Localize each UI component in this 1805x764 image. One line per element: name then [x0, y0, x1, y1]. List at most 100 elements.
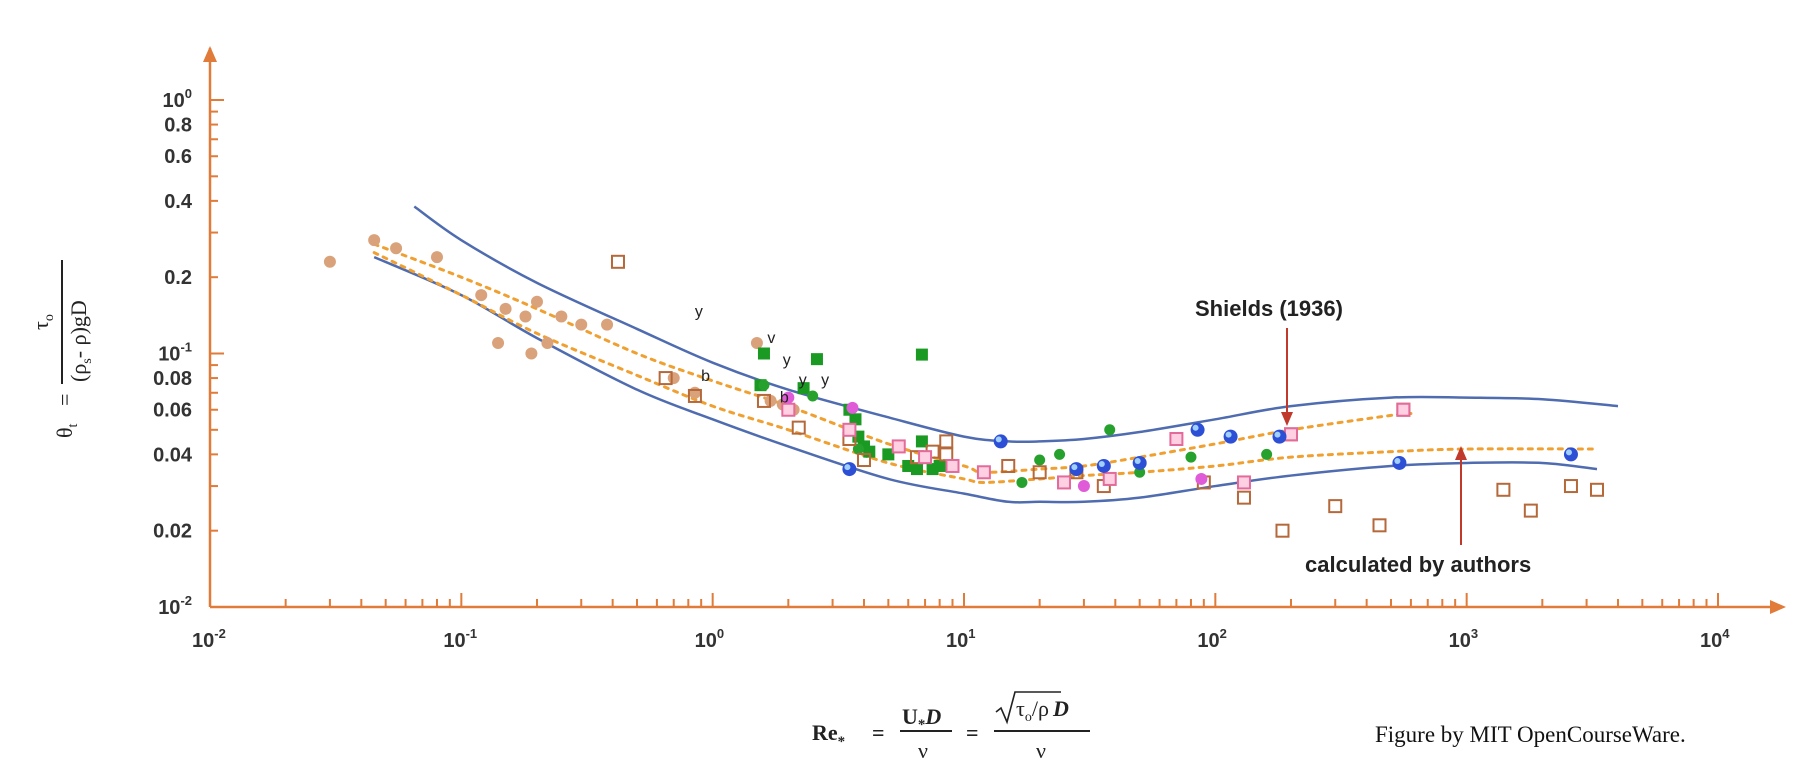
x-label-nu2: ν — [1036, 738, 1046, 763]
shields-arrow-head — [1281, 412, 1293, 426]
data-point-pink-square — [1102, 471, 1117, 486]
data-point-pink-square — [1396, 402, 1411, 417]
data-point-tan-dot — [541, 337, 554, 350]
svg-text:(ρs- ρ)gD: (ρs- ρ)gD — [66, 300, 95, 382]
x-label-nu1: ν — [918, 738, 928, 763]
y-label-theta-sub: t — [66, 423, 81, 427]
data-point-tan-dot — [430, 251, 443, 264]
shields-label: Shields (1936) — [1195, 296, 1343, 321]
data-point-green-square — [849, 413, 862, 426]
data-point-open-square — [1563, 479, 1578, 494]
x-tick-label: 10-2 — [192, 626, 226, 652]
data-point-pink-square — [976, 465, 991, 480]
axes: 10-2 10-1 100 101 102 103 104 100 0.8 0.6 0.4 0.2 10… — [153, 46, 1786, 652]
x-axis-arrow-icon — [1770, 600, 1786, 614]
point-letter-label: b — [780, 390, 789, 407]
data-point-tan-dot — [601, 318, 614, 331]
x-label-rho: /ρ — [1032, 696, 1049, 721]
data-point-tan-dot — [390, 242, 403, 255]
y-tick-label: 0.08 — [153, 368, 192, 390]
data-point-tan-dot — [323, 255, 336, 268]
fit-lower-dashed-curve — [372, 251, 1599, 484]
svg-text:θt: θt — [52, 423, 81, 438]
data-point-green-dot — [1104, 424, 1116, 436]
data-point-green-dot — [758, 379, 770, 391]
y-axis-label: θt = τo (ρs- ρ)gD — [28, 260, 95, 438]
svg-text:U*D: U*D — [902, 704, 941, 733]
data-point-green-dot — [1034, 454, 1046, 466]
x-tick-label: 103 — [1449, 626, 1478, 652]
data-point-open-square — [1372, 518, 1387, 533]
data-point-open-square — [1496, 482, 1511, 497]
x-label-d2: D — [1052, 696, 1069, 721]
data-point-blue-dot-highlight — [844, 464, 851, 471]
y-tick-label: 100 — [163, 86, 192, 112]
authors-arrow-head — [1455, 446, 1467, 460]
data-point-tan-dot — [499, 302, 512, 315]
data-point-green-square — [910, 463, 923, 476]
data-point-green-dot — [807, 390, 819, 402]
data-point-green-square — [757, 347, 770, 360]
data-point-green-square — [933, 459, 946, 472]
data-point-tan-dot — [368, 234, 381, 247]
data-point-open-square — [658, 371, 673, 386]
data-point-green-square — [882, 448, 895, 461]
data-point-blue-dot-highlight — [1274, 431, 1281, 438]
envelope-lower-curve — [373, 255, 1598, 504]
data-point-green-dot — [1261, 448, 1273, 460]
y-label-theta: θ — [52, 427, 77, 438]
point-letter-label: y — [695, 303, 703, 320]
y-label-rho-rest: - ρ)gD — [66, 300, 91, 358]
data-point-tan-dot — [492, 337, 505, 350]
data-point-magenta-dot — [846, 401, 859, 414]
x-label-tau-sub: o — [1025, 710, 1032, 725]
x-label-u-sub: * — [918, 717, 926, 733]
data-point-green-dot — [852, 443, 864, 455]
data-point-pink-square — [1283, 427, 1298, 442]
y-tick-label: 10-1 — [158, 340, 192, 366]
data-point-tan-dot — [475, 289, 488, 302]
y-label-tau-sub: o — [42, 314, 57, 321]
svg-text:Re*: Re* — [812, 720, 845, 750]
data-point-blue-dot-highlight — [1225, 431, 1232, 438]
data-point-open-square — [939, 434, 954, 449]
svg-text:τo: τo — [28, 314, 57, 330]
y-label-eq: = — [52, 394, 77, 406]
data-point-green-square — [797, 382, 810, 395]
x-tick-label: 101 — [946, 626, 975, 652]
y-tick-label: 0.8 — [164, 115, 192, 137]
data-point-open-square — [687, 388, 702, 403]
y-tick-label: 0.4 — [164, 191, 193, 213]
data-point-open-square — [756, 393, 771, 408]
data-point-open-square — [939, 447, 954, 462]
data-point-tan-dot — [575, 318, 588, 331]
data-point-pink-square — [1057, 475, 1072, 490]
data-point-open-square — [791, 420, 806, 435]
y-label-rho-s: (ρ — [66, 364, 91, 382]
data-point-open-square — [610, 254, 625, 269]
data-point-blue-dot-highlight — [1134, 457, 1141, 464]
data-point-blue-dot-highlight — [1192, 424, 1199, 431]
x-label-tau: τ — [1016, 696, 1025, 721]
authors-annotation: calculated by authors — [1305, 446, 1531, 577]
data-point-tan-dot — [688, 386, 701, 399]
svg-text:τo/ρD: τo/ρ D — [1016, 696, 1069, 725]
point-letter-label: y — [783, 352, 791, 369]
data-point-open-square — [1328, 499, 1343, 514]
data-point-tan-dot — [525, 347, 538, 360]
data-point-pink-square — [945, 458, 960, 473]
x-tick-label: 10-1 — [443, 626, 477, 652]
curves-layer — [372, 205, 1619, 504]
x-label-re-sub: * — [838, 734, 846, 750]
data-point-green-square — [810, 353, 823, 366]
x-tick-label: 100 — [695, 626, 724, 652]
data-point-green-dot — [1134, 466, 1146, 478]
y-tick-label: 0.06 — [153, 400, 192, 422]
y-tick-label: 10-2 — [158, 593, 192, 619]
data-point-pink-square — [918, 450, 933, 465]
shields-annotation: Shields (1936) — [1195, 296, 1343, 426]
data-point-magenta-dot — [782, 391, 795, 404]
y-tick-label: 0.04 — [153, 444, 193, 466]
y-label-rho-s-sub: s — [80, 358, 95, 363]
data-point-tan-dot — [519, 310, 532, 323]
